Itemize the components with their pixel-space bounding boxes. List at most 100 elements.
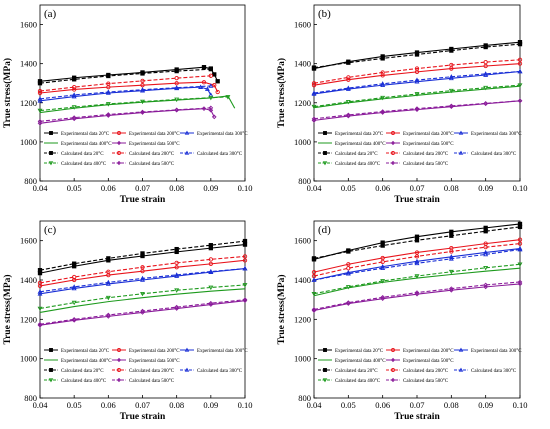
legend-marker xyxy=(322,378,328,383)
legend-item-calculated-data-200c: Calculated data 200°C xyxy=(386,151,449,157)
data-point xyxy=(380,243,385,248)
legend-label: Experimental data 300°C xyxy=(197,132,248,137)
data-point xyxy=(448,254,454,259)
y-tick-label: 800 xyxy=(298,393,311,403)
series-calculated-data-20c xyxy=(311,41,523,70)
legend-label: Calculated data 500°C xyxy=(129,162,175,167)
legend-label: Experimental data 200°C xyxy=(129,132,180,137)
legend-item-calculated-data-400c: Calculated data 400°C xyxy=(318,161,381,167)
legend-label: Experimental data 300°C xyxy=(471,132,522,137)
data-point xyxy=(380,109,386,114)
legend-marker xyxy=(48,161,54,166)
legend-item-calculated-data-20c: Calculated data 20°C xyxy=(318,368,378,374)
y-tick-label: 1200 xyxy=(20,314,37,324)
legend-marker xyxy=(458,347,464,352)
legend-item-experimental-data-200c: Experimental data 200°C xyxy=(386,131,454,137)
legend-item-calculated-data-400c: Calculated data 400°C xyxy=(44,378,107,384)
series-calculated-data-300c xyxy=(311,68,523,95)
x-tick-label: 0.08 xyxy=(444,400,459,410)
legend-item-calculated-data-20c: Calculated data 20°C xyxy=(318,151,378,157)
legend-item-experimental-data-20c: Experimental data 20°C xyxy=(44,348,110,354)
data-point xyxy=(37,268,43,273)
data-point xyxy=(37,90,43,96)
data-point xyxy=(483,249,489,255)
legend-item-calculated-data-400c: Calculated data 400°C xyxy=(318,378,381,384)
data-point xyxy=(380,255,385,261)
data-point xyxy=(105,89,111,94)
data-point xyxy=(448,103,454,109)
data-point xyxy=(483,101,489,106)
data-point xyxy=(380,56,385,61)
data-point xyxy=(414,92,420,97)
y-tick-label: 1600 xyxy=(20,20,37,30)
data-point xyxy=(37,81,43,86)
panel-label: (b) xyxy=(318,8,331,20)
series-calculated-data-20c xyxy=(37,66,213,86)
data-point xyxy=(174,265,179,270)
legend-item-calculated-data-500c: Calculated data 500°C xyxy=(112,160,175,167)
series-line xyxy=(313,84,521,108)
legend-marker xyxy=(49,131,53,135)
x-axis-title: True strain xyxy=(394,195,440,205)
x-tick-label: 0.07 xyxy=(135,183,150,193)
data-point xyxy=(140,83,145,88)
series-line xyxy=(39,259,246,287)
data-point xyxy=(211,114,217,120)
legend-item-experimental-data-200c: Experimental data 200°C xyxy=(112,131,180,137)
data-point xyxy=(72,274,77,280)
legend-marker xyxy=(322,161,328,166)
data-point xyxy=(174,288,180,293)
legend-label: Experimental data 400°C xyxy=(335,142,386,147)
legend-item-calculated-data-300c: Calculated data 300°C xyxy=(180,367,243,374)
data-point xyxy=(517,245,523,251)
data-point xyxy=(483,63,488,69)
legend-label: Calculated data 300°C xyxy=(471,369,517,374)
data-point xyxy=(449,229,454,234)
data-point xyxy=(71,300,77,306)
data-point xyxy=(37,96,43,101)
data-point xyxy=(346,77,351,82)
data-point xyxy=(71,316,77,322)
legend-label: Experimental data 500°C xyxy=(129,142,180,147)
data-point xyxy=(242,254,248,259)
legend-label: Experimental data 400°C xyxy=(61,142,112,147)
legend-marker xyxy=(323,348,327,352)
data-point xyxy=(174,85,180,90)
y-tick-label: 1000 xyxy=(294,354,311,364)
y-axis-title: True stress(MPa) xyxy=(2,58,13,128)
data-point xyxy=(208,73,213,78)
data-point xyxy=(174,260,179,266)
data-point xyxy=(208,107,214,113)
data-point xyxy=(311,81,317,86)
x-tick-label: 0.10 xyxy=(513,400,528,410)
data-point xyxy=(380,73,385,78)
data-point xyxy=(414,274,420,279)
legend-marker xyxy=(184,150,190,155)
legend-marker xyxy=(458,130,464,135)
series-calculated-data-300c xyxy=(37,265,248,294)
data-point xyxy=(140,88,145,93)
legend-label: Calculated data 500°C xyxy=(403,162,449,167)
legend-item-experimental-data-300c: Experimental data 300°C xyxy=(454,347,522,354)
data-point xyxy=(198,84,204,89)
data-point xyxy=(140,78,145,84)
x-tick-label: 0.08 xyxy=(169,183,184,193)
data-point xyxy=(483,44,488,50)
series-line xyxy=(313,267,521,297)
data-point xyxy=(517,41,523,47)
series-line xyxy=(313,239,521,273)
data-point xyxy=(208,83,214,88)
legend-label: Experimental data 200°C xyxy=(403,349,454,354)
data-point xyxy=(517,237,523,242)
data-point xyxy=(242,238,248,244)
x-tick-label: 0.10 xyxy=(238,183,253,193)
data-point xyxy=(72,87,77,92)
series-line xyxy=(39,255,246,284)
data-point xyxy=(345,269,351,275)
legend-marker xyxy=(391,368,395,372)
series-calculated-data-500c xyxy=(37,297,248,327)
data-point xyxy=(414,52,420,57)
data-point xyxy=(140,291,145,297)
y-tick-label: 1400 xyxy=(20,275,37,285)
